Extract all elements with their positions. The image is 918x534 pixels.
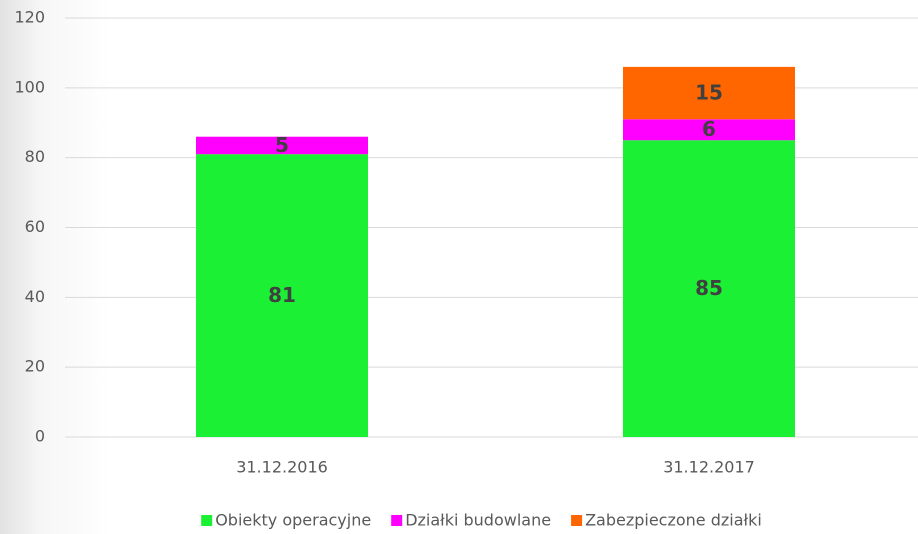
legend-swatch: [391, 515, 403, 526]
bar-segment: [196, 136, 368, 155]
y-tick-label: 0: [35, 427, 45, 446]
data-label: 15: [695, 81, 723, 105]
data-label: 6: [702, 117, 716, 141]
y-tick-label: 60: [25, 217, 45, 236]
data-label: 5: [275, 133, 289, 157]
y-tick-label: 120: [14, 8, 45, 27]
legend-label: Obiekty operacyjne: [215, 511, 371, 530]
legend-label: Zabezpieczone działki: [585, 511, 762, 530]
legend-label: Działki budowlane: [405, 511, 551, 530]
bar-segment: [623, 66, 795, 120]
x-tick-label: 31.12.2017: [663, 458, 755, 477]
x-tick-label: 31.12.2016: [236, 458, 328, 477]
y-tick-label: 100: [14, 77, 45, 96]
y-tick-label: 20: [25, 357, 45, 376]
data-label: 85: [695, 276, 723, 300]
legend: Obiekty operacyjne Działki budowlane Zabez…: [201, 511, 762, 530]
y-tick-label: 80: [25, 147, 45, 166]
data-label: 81: [268, 283, 296, 307]
legend-swatch: [571, 515, 583, 526]
bar-segment: [623, 140, 795, 438]
legend-swatch: [201, 515, 213, 526]
bar-segment: [623, 119, 795, 141]
bar-segment: [196, 154, 368, 438]
y-tick-label: 40: [25, 287, 45, 306]
